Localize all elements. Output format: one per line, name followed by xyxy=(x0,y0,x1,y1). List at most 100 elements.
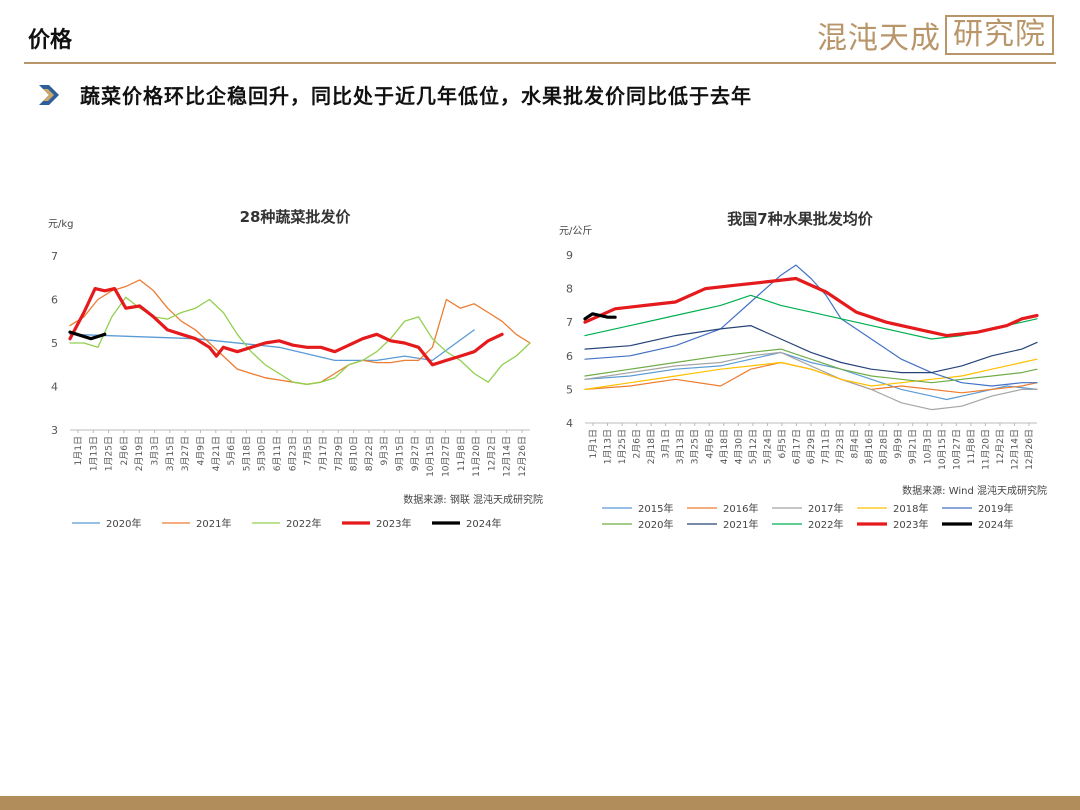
x-tick-label: 4月18日 xyxy=(719,429,730,464)
x-tick-label: 5月6日 xyxy=(226,436,237,465)
x-tick-label: 10月15日 xyxy=(425,436,436,477)
x-tick-label: 1月25日 xyxy=(104,436,115,471)
series-line xyxy=(584,264,1038,387)
x-tick-label: 12月2日 xyxy=(486,436,497,471)
legend-label: 2021年 xyxy=(196,517,231,530)
x-tick-label: 2月6日 xyxy=(119,436,130,465)
x-tick-label: 8月22日 xyxy=(364,436,375,471)
y-tick-label: 9 xyxy=(566,249,573,262)
series-line xyxy=(583,276,1039,338)
y-tick-label: 8 xyxy=(566,283,573,296)
x-tick-label: 12月2日 xyxy=(995,429,1006,464)
source-note: 数据来源: Wind 混沌天成研究院 xyxy=(902,484,1047,497)
x-tick-label: 12月14日 xyxy=(502,436,513,477)
x-tick-label: 9月21日 xyxy=(908,429,919,464)
headline-text: 蔬菜价格环比企稳回升，同比处于近几年低位，水果批发价同比低于去年 xyxy=(80,84,752,108)
x-tick-label: 3月27日 xyxy=(180,436,191,471)
series-line xyxy=(583,312,617,321)
x-tick-label: 1月1日 xyxy=(588,429,599,458)
x-tick-label: 10月27日 xyxy=(440,436,451,477)
series-line xyxy=(584,348,1038,384)
x-tick-label: 3月1日 xyxy=(661,429,672,458)
y-tick-label: 5 xyxy=(51,337,58,350)
x-tick-label: 5月18日 xyxy=(241,436,252,471)
y-axis-unit-label: 元/kg xyxy=(48,219,74,230)
x-tick-label: 9月9日 xyxy=(893,429,904,458)
x-tick-label: 5月30日 xyxy=(257,436,268,471)
footer-bar xyxy=(0,796,1080,810)
legend-label: 2022年 xyxy=(286,517,321,530)
legend-label: 2022年 xyxy=(808,518,843,531)
y-tick-label: 5 xyxy=(566,383,573,396)
legend-label: 2020年 xyxy=(106,517,141,530)
series-line xyxy=(68,330,107,341)
legend-label: 2023年 xyxy=(893,518,928,531)
x-tick-label: 1月25日 xyxy=(617,429,628,464)
x-tick-label: 6月17日 xyxy=(791,429,802,464)
legend-label: 2017年 xyxy=(808,502,843,515)
legend-label: 2015年 xyxy=(638,502,673,515)
x-tick-label: 9月27日 xyxy=(410,436,421,471)
x-tick-label: 11月8日 xyxy=(456,436,467,471)
chart-title: 我国7种水果批发均价 xyxy=(727,210,873,228)
x-tick-label: 4月21日 xyxy=(211,436,222,471)
legend-label: 2023年 xyxy=(376,517,411,530)
x-tick-label: 9月15日 xyxy=(395,436,406,471)
series-line xyxy=(68,286,504,367)
x-tick-label: 3月25日 xyxy=(690,429,701,464)
x-tick-label: 3月3日 xyxy=(150,436,161,465)
x-tick-label: 6月5日 xyxy=(777,429,788,458)
x-tick-label: 11月20日 xyxy=(471,436,482,477)
x-tick-label: 1月13日 xyxy=(603,429,614,464)
x-tick-label: 2月6日 xyxy=(632,429,643,458)
legend-label: 2016年 xyxy=(723,502,758,515)
x-tick-label: 10月27日 xyxy=(951,429,962,470)
x-tick-label: 11月20日 xyxy=(980,429,991,470)
x-tick-label: 7月17日 xyxy=(318,436,329,471)
legend-label: 2019年 xyxy=(978,502,1013,515)
legend-label: 2020年 xyxy=(638,518,673,531)
y-tick-label: 3 xyxy=(51,424,58,437)
x-tick-label: 5月24日 xyxy=(762,429,773,464)
x-tick-label: 6月11日 xyxy=(272,436,283,471)
legend-label: 2018年 xyxy=(893,502,928,515)
legend-label: 2021年 xyxy=(723,518,758,531)
x-tick-label: 8月4日 xyxy=(850,429,861,458)
y-tick-label: 7 xyxy=(566,316,573,329)
x-tick-label: 1月13日 xyxy=(88,436,99,471)
x-tick-label: 3月15日 xyxy=(165,436,176,471)
x-tick-label: 12月14日 xyxy=(1009,429,1020,470)
chart-title: 28种蔬菜批发价 xyxy=(240,208,352,226)
y-tick-label: 6 xyxy=(51,294,58,307)
x-tick-label: 8月16日 xyxy=(864,429,875,464)
page-title: 价格 xyxy=(28,28,73,53)
legend-label: 2024年 xyxy=(978,518,1013,531)
headline: 蔬菜价格环比企稳回升，同比处于近几年低位，水果批发价同比低于去年 xyxy=(36,80,752,109)
x-tick-label: 7月5日 xyxy=(303,436,314,465)
x-tick-label: 8月10日 xyxy=(349,436,360,471)
series-line xyxy=(69,296,531,385)
y-tick-label: 4 xyxy=(51,381,58,394)
x-tick-label: 9月3日 xyxy=(379,436,390,465)
x-tick-label: 1月1日 xyxy=(73,436,84,465)
series-line xyxy=(584,358,1038,390)
x-tick-label: 7月11日 xyxy=(821,429,832,464)
x-tick-label: 4月9日 xyxy=(195,436,206,465)
x-tick-label: 10月3日 xyxy=(922,429,933,464)
x-tick-label: 4月30日 xyxy=(733,429,744,464)
x-tick-label: 7月29日 xyxy=(333,436,344,471)
x-tick-label: 2月18日 xyxy=(646,429,657,464)
header-divider xyxy=(24,62,1056,64)
x-tick-label: 3月13日 xyxy=(675,429,686,464)
x-tick-label: 11月8日 xyxy=(966,429,977,464)
x-tick-label: 8月28日 xyxy=(879,429,890,464)
series-line xyxy=(69,279,531,385)
x-tick-label: 6月23日 xyxy=(287,436,298,471)
company-logo: 混沌天成 研究院 xyxy=(817,14,1054,56)
x-tick-label: 12月26日 xyxy=(1024,429,1035,470)
x-tick-label: 6月29日 xyxy=(806,429,817,464)
series-line xyxy=(584,351,1038,411)
x-tick-label: 12月26日 xyxy=(517,436,528,477)
